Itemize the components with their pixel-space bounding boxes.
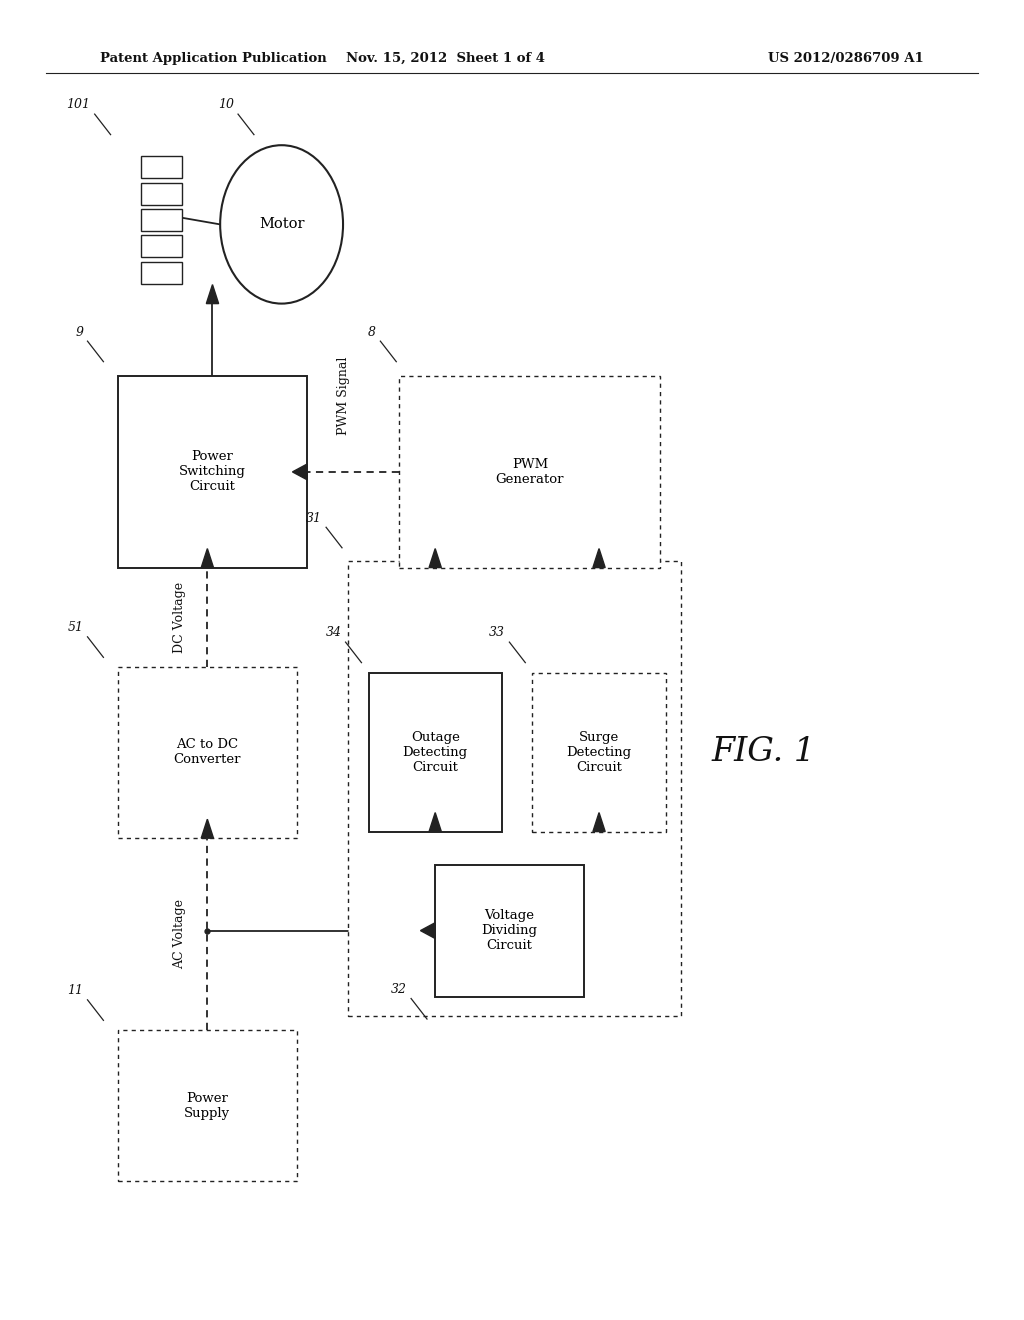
Bar (118, 667, 297, 838)
Text: PWM
Generator: PWM Generator (496, 458, 564, 486)
Bar (141, 209, 182, 231)
Bar (532, 673, 666, 832)
Bar (369, 673, 502, 832)
Text: 33: 33 (489, 627, 505, 639)
Bar (141, 235, 182, 257)
Polygon shape (421, 923, 435, 939)
Text: 9: 9 (76, 326, 83, 338)
Text: 34: 34 (326, 627, 341, 639)
Bar (141, 182, 182, 205)
Text: Power
Supply: Power Supply (184, 1092, 230, 1119)
Text: 10: 10 (218, 99, 233, 111)
Text: DC Voltage: DC Voltage (173, 582, 186, 652)
Text: Power
Switching
Circuit: Power Switching Circuit (179, 450, 246, 494)
Polygon shape (593, 549, 605, 568)
Text: Motor: Motor (259, 218, 304, 231)
Text: 51: 51 (68, 622, 83, 634)
Text: 101: 101 (67, 99, 90, 111)
Polygon shape (429, 549, 441, 568)
Polygon shape (293, 465, 307, 480)
Text: 31: 31 (306, 512, 322, 524)
Text: 11: 11 (68, 985, 83, 997)
Bar (141, 261, 182, 284)
Polygon shape (201, 549, 214, 568)
Text: AC Voltage: AC Voltage (173, 899, 186, 969)
Bar (399, 376, 660, 568)
Text: 8: 8 (369, 326, 376, 338)
Text: Patent Application Publication: Patent Application Publication (100, 51, 327, 65)
Text: 32: 32 (391, 983, 407, 995)
Text: AC to DC
Converter: AC to DC Converter (174, 738, 241, 767)
Text: Outage
Detecting
Circuit: Outage Detecting Circuit (402, 731, 468, 774)
Text: Nov. 15, 2012  Sheet 1 of 4: Nov. 15, 2012 Sheet 1 of 4 (346, 51, 545, 65)
Bar (435, 865, 584, 997)
Text: Surge
Detecting
Circuit: Surge Detecting Circuit (566, 731, 632, 774)
Bar (118, 376, 307, 568)
Polygon shape (593, 813, 605, 832)
Bar (118, 1030, 297, 1181)
Polygon shape (207, 285, 219, 304)
Text: US 2012/0286709 A1: US 2012/0286709 A1 (768, 51, 924, 65)
Polygon shape (201, 820, 214, 838)
Polygon shape (429, 813, 441, 832)
Text: Voltage
Dividing
Circuit: Voltage Dividing Circuit (481, 909, 538, 952)
Bar (141, 156, 182, 178)
Text: FIG. 1: FIG. 1 (712, 737, 816, 768)
Text: PWM Signal: PWM Signal (337, 356, 349, 436)
Bar (348, 561, 681, 1016)
